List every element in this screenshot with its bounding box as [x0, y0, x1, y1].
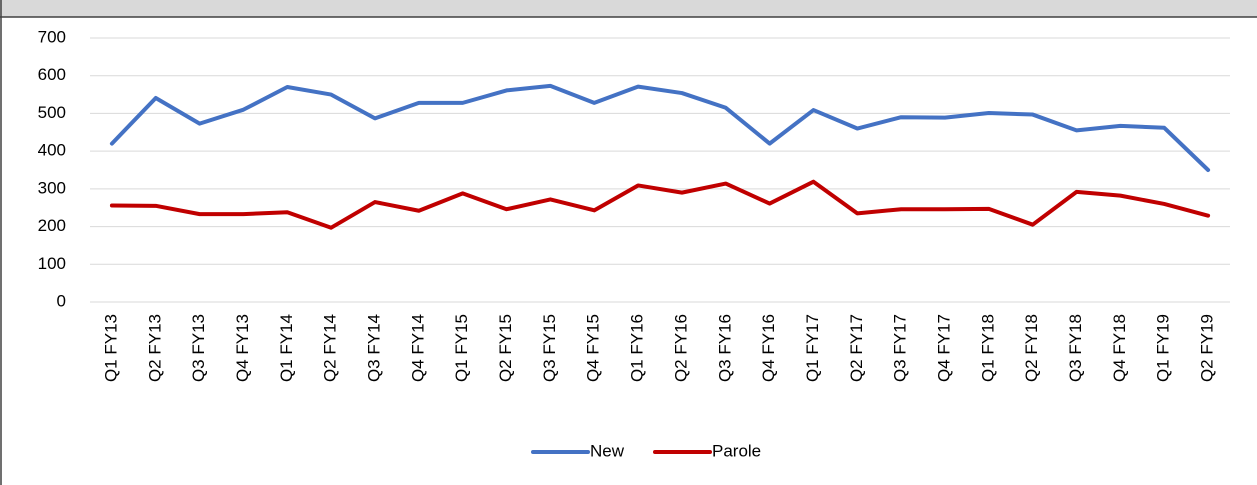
y-tick-label: 500	[38, 103, 66, 122]
x-tick-label: Q4 FY15	[584, 314, 603, 382]
y-tick-label: 100	[38, 254, 66, 273]
x-tick-label: Q4 FY18	[1110, 314, 1129, 382]
x-tick-label: Q2 FY18	[1022, 314, 1041, 382]
x-tick-label: Q3 FY15	[540, 314, 559, 382]
x-tick-label: Q2 FY17	[847, 314, 866, 382]
series-line	[109, 83, 1211, 172]
x-tick-label: Q1 FY15	[452, 314, 471, 382]
legend-label: New	[590, 441, 625, 460]
x-tick-label: Q3 FY14	[364, 314, 383, 382]
y-tick-label: 600	[38, 65, 66, 84]
x-tick-label: Q1 FY18	[978, 314, 997, 382]
x-tick-label: Q2 FY15	[496, 314, 515, 382]
x-tick-label: Q2 FY13	[145, 314, 164, 382]
x-tick-label: Q1 FY13	[101, 314, 120, 382]
x-tick-label: Q1 FY16	[628, 314, 647, 382]
x-tick-label: Q3 FY13	[189, 314, 208, 382]
x-tick-label: Q4 FY16	[759, 314, 778, 382]
series-line	[109, 179, 1211, 230]
y-tick-label: 700	[38, 27, 66, 46]
x-tick-label: Q4 FY17	[934, 314, 953, 382]
x-tick-label: Q1 FY17	[803, 314, 822, 382]
x-tick-label: Q4 FY13	[233, 314, 252, 382]
y-tick-label: 300	[38, 178, 66, 197]
x-tick-label: Q4 FY14	[408, 314, 427, 382]
legend-label: Parole	[712, 441, 761, 460]
x-tick-label: Q3 FY16	[715, 314, 734, 382]
x-tick-label: Q2 FY16	[671, 314, 690, 382]
x-tick-label: Q2 FY14	[321, 314, 340, 382]
y-tick-label: 200	[38, 216, 66, 235]
x-tick-label: Q1 FY19	[1154, 314, 1173, 382]
x-tick-label: Q1 FY14	[277, 314, 296, 382]
header-band	[0, 0, 1257, 17]
x-tick-label: Q3 FY17	[891, 314, 910, 382]
y-tick-label: 0	[57, 291, 66, 310]
x-tick-label: Q3 FY18	[1066, 314, 1085, 382]
x-tick-label: Q2 FY19	[1198, 314, 1217, 382]
y-tick-label: 400	[38, 141, 66, 160]
